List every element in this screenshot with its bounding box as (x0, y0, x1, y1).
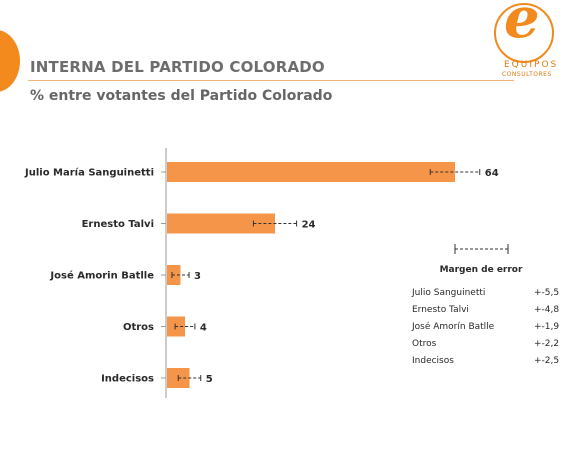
logo-letter: e (504, 0, 540, 51)
side-accent-shape (0, 30, 20, 92)
value-label: 3 (194, 271, 201, 282)
page-title: INTERNA DEL PARTIDO COLORADO (30, 58, 325, 76)
value-label: 64 (485, 168, 499, 179)
equipos-logo: e EQUIPOS CONSULTORES (490, 0, 570, 84)
legend-row-value: +-2,2 (534, 339, 559, 349)
logo-text-top: EQUIPOS (504, 60, 559, 70)
value-label: 24 (302, 220, 316, 231)
category-label: José Amorin Batlle (49, 270, 154, 282)
value-label: 4 (200, 323, 207, 334)
logo-text-bottom: CONSULTORES (502, 71, 552, 78)
title-divider (28, 80, 514, 81)
bar (167, 162, 455, 182)
legend-row-value: +-2,5 (534, 356, 559, 366)
legend-row-name: Otros (412, 339, 437, 349)
category-label: Otros (123, 322, 154, 333)
legend-row-name: Julio Sanguinetti (411, 288, 485, 298)
legend-row-name: Indecisos (412, 356, 454, 366)
legend-row-value: +-1,9 (534, 322, 559, 332)
category-label: Julio María Sanguinetti (24, 167, 154, 179)
value-label: 5 (206, 374, 213, 385)
page-subtitle: % entre votantes del Partido Colorado (30, 88, 333, 104)
legend-row-value: +-4,8 (534, 305, 559, 315)
legend-row-value: +-5,5 (534, 288, 559, 298)
category-label: Ernesto Talvi (82, 219, 154, 230)
legend-title: Margen de error (440, 265, 523, 275)
bar (167, 213, 275, 234)
legend-row-name: Ernesto Talvi (412, 305, 469, 315)
category-label: Indecisos (101, 374, 154, 385)
logo-ring (494, 3, 554, 63)
legend-row-name: José Amorín Batlle (411, 321, 495, 332)
